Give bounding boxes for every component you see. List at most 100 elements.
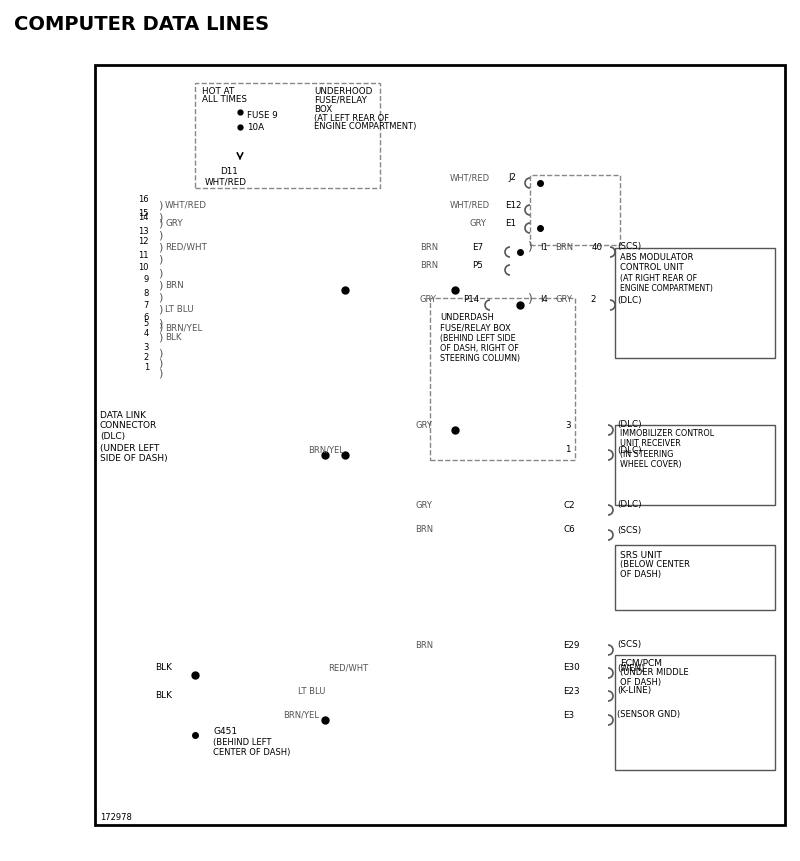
Text: J2: J2	[508, 174, 516, 183]
Text: 11: 11	[138, 251, 149, 259]
Text: 15: 15	[138, 208, 149, 218]
Text: D11: D11	[220, 168, 238, 177]
Text: ): )	[158, 268, 162, 278]
Text: RED/WHT: RED/WHT	[328, 664, 368, 672]
Text: (DLC): (DLC)	[617, 500, 642, 510]
Text: FUSE 9: FUSE 9	[247, 112, 278, 121]
Text: STEERING COLUMN): STEERING COLUMN)	[440, 354, 520, 362]
Text: UNDERHOOD: UNDERHOOD	[314, 86, 372, 96]
Text: (AT LEFT REAR OF: (AT LEFT REAR OF	[314, 114, 389, 122]
Text: E23: E23	[563, 686, 580, 696]
Text: 8: 8	[144, 288, 149, 298]
Text: BRN: BRN	[165, 281, 184, 289]
Text: 5: 5	[144, 319, 149, 327]
Text: ): )	[158, 280, 162, 290]
Bar	[195, 83, 380, 188]
Text: 14: 14	[138, 214, 149, 222]
Text: OF DASH): OF DASH)	[620, 571, 661, 579]
Text: 2: 2	[590, 295, 595, 305]
Text: GRY: GRY	[415, 420, 432, 430]
Text: SRS UNIT: SRS UNIT	[620, 550, 662, 560]
Text: LT BLU: LT BLU	[165, 306, 194, 314]
Text: WHEEL COVER): WHEEL COVER)	[620, 460, 682, 468]
Text: ): )	[158, 213, 162, 223]
Text: BRN: BRN	[420, 243, 438, 251]
Bar	[615, 655, 775, 770]
Text: 7: 7	[144, 300, 149, 309]
Text: 172978: 172978	[100, 814, 132, 822]
Bar	[430, 298, 575, 460]
Text: 10A: 10A	[247, 122, 264, 132]
Bar	[615, 545, 775, 610]
Text: OF DASH, RIGHT OF: OF DASH, RIGHT OF	[440, 344, 518, 352]
Text: SIDE OF DASH): SIDE OF DASH)	[100, 455, 168, 463]
Text: 2: 2	[144, 354, 149, 362]
Text: ): )	[158, 368, 162, 378]
Text: ): )	[158, 231, 162, 241]
Text: E29: E29	[563, 641, 579, 649]
Text: ENGINE COMPARTMENT): ENGINE COMPARTMENT)	[314, 122, 416, 132]
Text: E3: E3	[563, 710, 574, 720]
Text: (WEN): (WEN)	[617, 664, 645, 672]
Text: 12: 12	[138, 238, 149, 246]
Text: ): )	[158, 358, 162, 368]
Text: BRN: BRN	[555, 243, 573, 251]
Text: UNIT RECEIVER: UNIT RECEIVER	[620, 439, 681, 449]
Text: E1: E1	[505, 219, 516, 227]
Text: (UNDER LEFT: (UNDER LEFT	[100, 443, 159, 453]
Bar	[615, 248, 775, 358]
Text: GRY: GRY	[470, 219, 487, 227]
Text: (SCS): (SCS)	[617, 525, 642, 535]
Text: LT BLU: LT BLU	[298, 686, 326, 696]
Text: ): )	[158, 255, 162, 265]
Text: (DLC): (DLC)	[617, 420, 642, 430]
Text: GRY: GRY	[415, 500, 432, 510]
Text: COMPUTER DATA LINES: COMPUTER DATA LINES	[14, 15, 269, 34]
Text: GRY: GRY	[165, 219, 182, 227]
Text: ): )	[158, 305, 162, 315]
Text: (AT RIGHT REAR OF: (AT RIGHT REAR OF	[620, 274, 697, 282]
Text: BRN: BRN	[415, 641, 433, 649]
Text: WHT/RED: WHT/RED	[450, 201, 490, 209]
Text: (DLC): (DLC)	[617, 295, 642, 305]
Text: BRN/YEL: BRN/YEL	[165, 324, 202, 332]
Text: UNDERDASH: UNDERDASH	[440, 313, 494, 323]
Text: ): )	[158, 333, 162, 343]
Text: 3: 3	[565, 420, 570, 430]
Text: 1: 1	[144, 363, 149, 373]
Text: ): )	[528, 294, 533, 307]
Text: RED/WHT: RED/WHT	[165, 243, 207, 251]
Text: P14: P14	[463, 295, 479, 305]
Text: CENTER OF DASH): CENTER OF DASH)	[213, 747, 290, 757]
Text: BLK: BLK	[155, 664, 172, 672]
Text: BRN: BRN	[420, 261, 438, 269]
Text: OF DASH): OF DASH)	[620, 678, 661, 687]
Text: C2: C2	[563, 500, 574, 510]
Text: ENGINE COMPARTMENT): ENGINE COMPARTMENT)	[620, 283, 713, 293]
Text: 9: 9	[144, 276, 149, 284]
Text: E12: E12	[505, 201, 522, 209]
Text: G451: G451	[213, 728, 237, 736]
Text: FUSE/RELAY: FUSE/RELAY	[314, 96, 367, 104]
Text: BRN/YEL: BRN/YEL	[308, 445, 344, 455]
Text: (BEHIND LEFT: (BEHIND LEFT	[213, 738, 271, 746]
Text: 13: 13	[138, 226, 149, 236]
Text: (BEHIND LEFT SIDE: (BEHIND LEFT SIDE	[440, 333, 516, 343]
Text: ): )	[158, 242, 162, 252]
Text: ECM/PCM: ECM/PCM	[620, 659, 662, 667]
Text: P5: P5	[472, 261, 483, 269]
Text: WHT/RED: WHT/RED	[205, 177, 247, 187]
Text: (SCS): (SCS)	[617, 243, 642, 251]
Text: ): )	[158, 218, 162, 228]
Text: ): )	[158, 323, 162, 333]
Text: 3: 3	[144, 344, 149, 352]
Text: (K-LINE): (K-LINE)	[617, 686, 651, 696]
Text: BLK: BLK	[155, 691, 172, 699]
Text: E7: E7	[472, 243, 483, 251]
Text: HOT AT: HOT AT	[202, 86, 234, 96]
Bar	[530, 175, 620, 245]
Text: ): )	[158, 293, 162, 303]
Text: 1: 1	[565, 445, 570, 455]
Text: BOX: BOX	[314, 104, 332, 114]
Text: C6: C6	[563, 525, 574, 535]
